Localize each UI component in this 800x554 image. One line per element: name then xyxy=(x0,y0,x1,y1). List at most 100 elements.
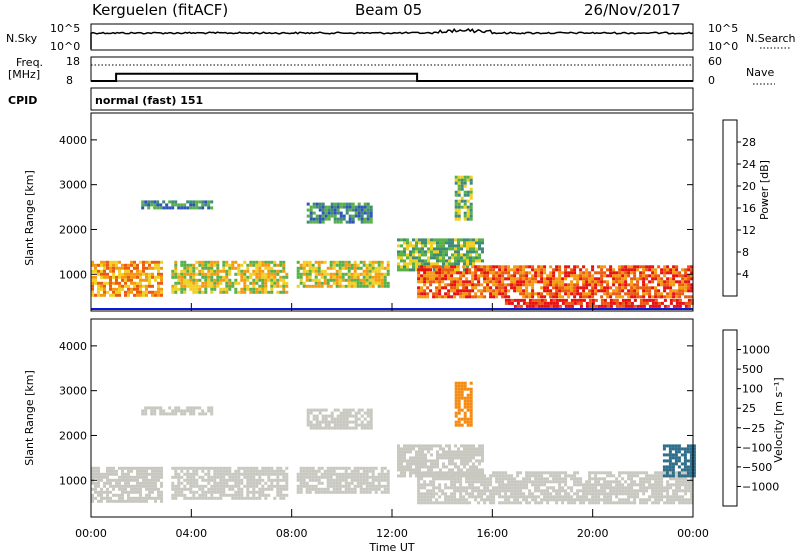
echo-cell xyxy=(513,304,517,308)
echo-cell xyxy=(618,289,622,293)
echo-cell xyxy=(192,278,196,282)
echo-cell xyxy=(651,298,655,302)
echo-cell xyxy=(552,274,556,278)
echo-cell xyxy=(97,490,100,494)
echo-cell xyxy=(558,477,562,481)
echo-cell xyxy=(118,499,121,503)
echo-cell xyxy=(678,483,682,487)
echo-cell xyxy=(594,489,598,493)
echo-cell xyxy=(377,478,381,482)
echo-cell xyxy=(315,414,319,418)
echo-cell xyxy=(561,486,565,490)
echo-cell xyxy=(475,259,478,263)
echo-cell xyxy=(469,259,472,263)
echo-cell xyxy=(344,475,348,479)
echo-cell xyxy=(432,477,436,481)
echo-cell xyxy=(424,241,427,245)
echo-cell xyxy=(588,280,592,284)
echo-cell xyxy=(417,492,421,496)
echo-cell xyxy=(415,265,418,269)
echo-cell xyxy=(299,481,303,485)
echo-cell xyxy=(351,208,355,212)
echo-cell xyxy=(597,477,601,481)
echo-cell xyxy=(444,295,448,299)
echo-cell xyxy=(678,280,682,284)
echo-cell xyxy=(453,498,457,502)
echo-cell xyxy=(421,465,424,469)
cpid-label: CPID xyxy=(8,94,37,107)
echo-cell xyxy=(689,474,693,478)
echo-cell xyxy=(195,200,199,204)
echo-cell xyxy=(618,271,622,275)
echo-cell xyxy=(687,277,691,281)
echo-cell xyxy=(279,472,283,476)
echo-cell xyxy=(282,487,286,491)
echo-cell xyxy=(424,259,427,263)
echo-cell xyxy=(543,480,547,484)
echo-cell xyxy=(406,268,409,272)
echo-cell xyxy=(573,477,577,481)
echo-cell xyxy=(109,269,112,273)
echo-cell xyxy=(317,263,321,267)
echo-cell xyxy=(237,269,241,273)
echo-cell xyxy=(555,268,559,272)
echo-cell xyxy=(457,393,461,397)
echo-cell xyxy=(513,265,517,269)
echo-cell xyxy=(415,256,418,260)
echo-cell xyxy=(426,277,430,281)
echo-cell xyxy=(130,490,133,494)
echo-cell xyxy=(299,487,303,491)
echo-cell xyxy=(115,287,118,291)
echo-cell xyxy=(603,304,607,308)
echo-cell xyxy=(570,298,574,302)
echo-cell xyxy=(276,278,280,282)
echo-cell xyxy=(668,447,672,451)
echo-cell xyxy=(246,475,250,479)
echo-cell xyxy=(177,206,181,210)
echo-cell xyxy=(222,475,226,479)
echo-cell xyxy=(354,208,358,212)
echo-cell xyxy=(347,466,351,470)
echo-cell xyxy=(675,274,679,278)
echo-cell xyxy=(501,477,505,481)
echo-cell xyxy=(124,484,127,488)
echo-cell xyxy=(660,486,664,490)
echo-cell xyxy=(299,475,303,479)
echo-cell xyxy=(362,466,366,470)
echo-cell xyxy=(678,292,682,296)
echo-cell xyxy=(347,487,351,491)
echo-cell xyxy=(684,471,688,475)
echo-cell xyxy=(648,265,652,269)
echo-cell xyxy=(454,384,458,388)
echo-cell xyxy=(528,501,532,505)
echo-cell xyxy=(459,480,463,484)
echo-cell xyxy=(234,278,238,282)
echo-cell xyxy=(368,263,372,267)
echo-cell xyxy=(457,193,461,197)
echo-cell xyxy=(633,483,637,487)
echo-cell xyxy=(689,471,693,475)
echo-cell xyxy=(648,480,652,484)
echo-cell xyxy=(472,259,475,263)
echo-cell xyxy=(457,399,461,403)
nsky-tick-top: 10^5 xyxy=(50,22,80,35)
echo-cell xyxy=(427,238,430,242)
echo-cell xyxy=(201,275,205,279)
echo-cell xyxy=(151,260,154,264)
echo-cell xyxy=(609,286,613,290)
echo-cell xyxy=(246,266,250,270)
echo-cell xyxy=(660,301,664,305)
echo-cell xyxy=(501,274,505,278)
echo-cell xyxy=(246,493,250,497)
echo-cell xyxy=(498,489,502,493)
echo-cell xyxy=(350,475,354,479)
echo-cell xyxy=(466,238,469,242)
echo-cell xyxy=(442,241,445,245)
echo-cell xyxy=(654,277,658,281)
echo-cell xyxy=(531,480,535,484)
echo-cell xyxy=(424,444,427,448)
echo-cell xyxy=(668,465,672,469)
echo-cell xyxy=(165,203,169,207)
echo-cell xyxy=(504,298,508,302)
echo-cell xyxy=(97,272,100,276)
